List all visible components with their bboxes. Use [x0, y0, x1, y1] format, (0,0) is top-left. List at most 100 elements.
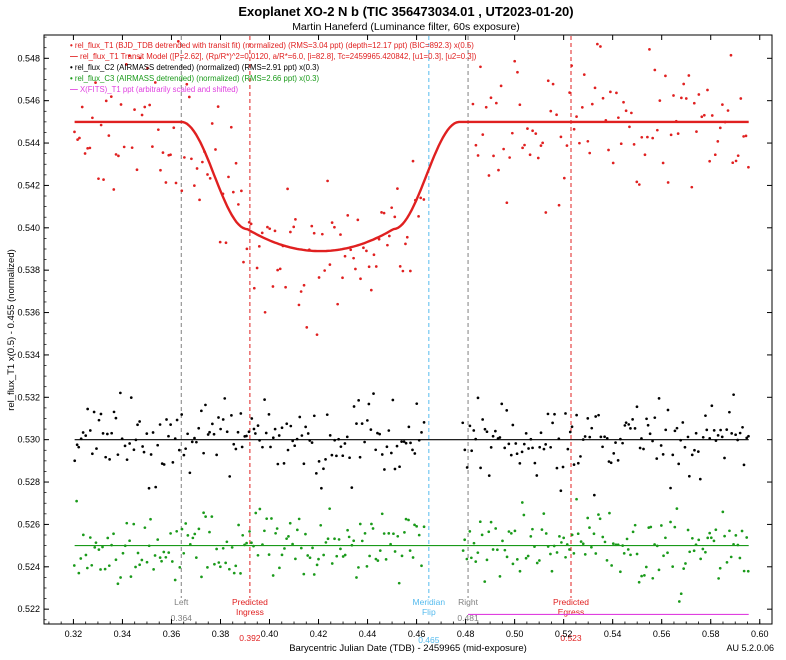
- data-point: [570, 425, 574, 429]
- data-point: [164, 555, 168, 559]
- data-point: [732, 542, 735, 546]
- data-point: [312, 573, 316, 576]
- data-point: [116, 582, 120, 586]
- data-point: [380, 512, 384, 516]
- plot-frame: [43, 34, 773, 625]
- data-point: [720, 435, 724, 439]
- data-point: [339, 547, 342, 551]
- data-point: [136, 423, 139, 427]
- data-point: [502, 147, 505, 151]
- data-point: [699, 557, 703, 561]
- data-point: [289, 230, 292, 234]
- data-point: [382, 532, 386, 535]
- data-point: [603, 435, 606, 439]
- data-point: [417, 214, 420, 218]
- data-point: [697, 538, 701, 542]
- data-point: [629, 427, 632, 430]
- data-point: [108, 458, 111, 461]
- x-tick-label: 0.58: [702, 629, 720, 639]
- data-point: [734, 534, 738, 537]
- data-point: [369, 428, 373, 431]
- data-point: [367, 265, 371, 269]
- data-point: [84, 434, 88, 438]
- data-point: [590, 426, 594, 430]
- data-point: [112, 188, 116, 191]
- data-point: [614, 441, 617, 444]
- data-point: [173, 578, 177, 582]
- data-point: [729, 53, 733, 57]
- data-point: [240, 445, 244, 449]
- data-point: [529, 534, 533, 538]
- data-point: [198, 198, 201, 202]
- data-point: [328, 263, 332, 267]
- data-point: [570, 533, 574, 537]
- data-point: [520, 501, 524, 504]
- data-point: [374, 448, 378, 452]
- data-point: [77, 445, 81, 449]
- data-point: [599, 435, 603, 439]
- data-point: [365, 419, 369, 422]
- data-point: [664, 536, 667, 540]
- data-point: [610, 564, 613, 567]
- data-point: [132, 448, 136, 452]
- data-point: [119, 103, 123, 106]
- data-point: [240, 189, 243, 193]
- data-point: [648, 432, 652, 436]
- x-tick-label: 0.40: [261, 629, 279, 639]
- data-point: [298, 415, 302, 419]
- data-point: [566, 447, 570, 451]
- data-point: [81, 533, 85, 537]
- data-point: [294, 557, 297, 561]
- marker-value-label: 0.364: [171, 613, 193, 623]
- data-point: [503, 446, 507, 450]
- data-point: [581, 542, 585, 546]
- data-point: [529, 437, 533, 441]
- legend-label: rel_flux_T1 Transit Model ([P=2.62], (Rp…: [80, 52, 477, 61]
- data-point: [352, 256, 355, 260]
- data-point: [588, 151, 592, 155]
- data-point: [469, 556, 473, 560]
- data-point: [271, 436, 275, 440]
- data-point: [125, 458, 129, 462]
- data-point: [710, 114, 714, 117]
- data-point: [380, 211, 383, 214]
- data-point: [747, 165, 750, 169]
- data-point: [731, 161, 735, 165]
- data-point: [341, 276, 344, 280]
- data-point: [409, 269, 412, 273]
- data-point: [138, 56, 142, 60]
- data-point: [597, 413, 600, 417]
- data-point: [546, 79, 550, 83]
- legend-entry: — X(FITS)_T1 ppt (arbitrarily scaled and…: [70, 85, 239, 94]
- data-point: [312, 231, 316, 235]
- data-point: [572, 463, 576, 466]
- data-point: [657, 397, 661, 400]
- data-point: [694, 431, 698, 435]
- data-point: [176, 40, 180, 43]
- data-point: [561, 465, 565, 469]
- data-point: [471, 102, 475, 106]
- data-point: [619, 570, 622, 574]
- data-point: [103, 567, 107, 571]
- data-point: [80, 105, 84, 109]
- data-point: [671, 565, 675, 568]
- data-point: [255, 266, 259, 270]
- data-point: [294, 218, 297, 221]
- data-point: [489, 520, 493, 524]
- data-point: [374, 265, 378, 268]
- data-point: [649, 525, 653, 529]
- data-point: [468, 530, 472, 533]
- data-point: [666, 181, 670, 184]
- data-point: [146, 66, 149, 70]
- data-point: [646, 423, 650, 427]
- legend-marker: —: [70, 52, 80, 61]
- marker-value-label: 0.481: [457, 613, 479, 623]
- data-point: [521, 146, 524, 150]
- data-point: [149, 453, 153, 456]
- data-point: [145, 560, 149, 564]
- data-point: [114, 558, 118, 562]
- data-point: [630, 111, 633, 115]
- data-point: [330, 453, 334, 457]
- data-point: [213, 562, 216, 566]
- data-point: [463, 538, 467, 542]
